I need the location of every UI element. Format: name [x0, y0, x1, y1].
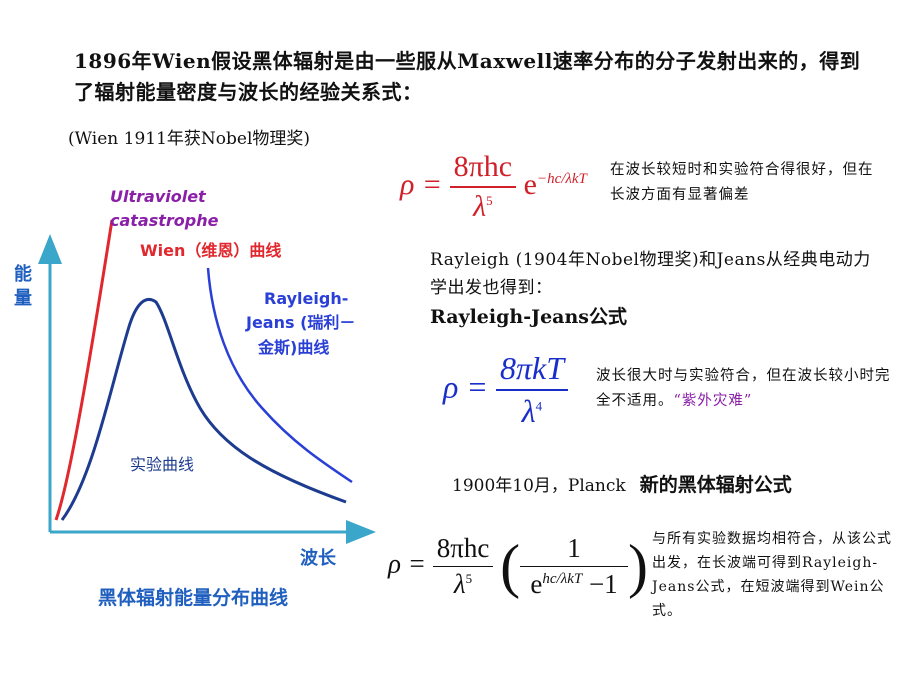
wien-formula: ρ = 8πhc λ5 e−hc/λkT — [400, 150, 587, 224]
rj-curve-label-1: Rayleigh- — [264, 289, 348, 308]
blackbody-chart: Ultraviolet catastrophe Wien（维恩）曲线 Rayle… — [14, 187, 376, 609]
wien-formula-exponent: −hc/λkT — [536, 170, 587, 187]
planck-formula-denominator: λ — [453, 569, 466, 599]
wien-formula-den-exp: 5 — [486, 193, 493, 208]
page-title: 1896年Wien假设黑体辐射是由一些服从Maxwell速率分布的分子发射出来的… — [74, 49, 861, 104]
planck-intro-text: 1900年10月，Planck — [452, 476, 626, 496]
rayleigh-jeans-curve — [206, 267, 353, 484]
rayleigh-jeans-formula-label: Rayleigh-Jeans公式 — [430, 306, 627, 328]
uv-catastrophe-highlight: “紫外灾难” — [673, 393, 753, 409]
experimental-curve-label: 实验曲线 — [130, 455, 194, 474]
wien-curve — [54, 219, 114, 521]
rj-curve-label-3: 金斯)曲线 — [257, 338, 329, 357]
experimental-curve — [60, 298, 347, 521]
rj-curve-label-2: Jeans (瑞利－ — [245, 313, 355, 332]
planck-intro: 1900年10月，Planck 新的黑体辐射公式 — [452, 470, 792, 497]
planck-formula-numerator: 8πhc — [436, 533, 490, 563]
planck-formula-lhs: ρ = — [388, 548, 426, 579]
uv-label-2: catastrophe — [110, 211, 219, 230]
uv-label-1: Ultraviolet — [110, 187, 207, 206]
wien-formula-fraction: 8πhc λ5 — [449, 150, 517, 224]
planck-formula-exponent: hc/λkT — [542, 571, 583, 587]
planck-intro-bold: 新的黑体辐射公式 — [639, 474, 792, 496]
planck-formula-note: 与所有实验数据均相符合，从该公式出发，在长波端可得到Rayleigh-Jeans… — [652, 531, 892, 619]
rj-formula-fraction: 8πkT λ4 — [495, 350, 568, 430]
planck-formula-inner-fraction: 1 ehc/λkT −1 — [520, 533, 629, 600]
wien-formula-numerator: 8πhc — [453, 150, 513, 183]
wien-formula-note: 在波长较短时和实验符合得很好，但在长波方面有显著偏差 — [610, 162, 874, 203]
rj-formula-den-exp: 4 — [535, 398, 543, 414]
y-axis-label-char-2: 量 — [14, 287, 32, 309]
nobel-note: (Wien 1911年获Nobel物理奖) — [68, 129, 311, 149]
rj-formula-numerator: 8πkT — [499, 350, 564, 386]
planck-formula: ρ = 8πhc λ5 ( 1 ehc/λkT −1 ) — [388, 533, 649, 600]
planck-formula-den-exp: 5 — [465, 571, 473, 586]
planck-formula-exp-base: e — [530, 569, 543, 599]
wien-formula-exp-base: e — [523, 167, 537, 201]
planck-formula-minus-one: −1 — [588, 569, 618, 599]
rj-formula: ρ = 8πkT λ4 — [443, 350, 568, 430]
rj-formula-denominator: λ — [521, 393, 536, 429]
y-axis-label-char-1: 能 — [14, 263, 32, 285]
planck-formula-fraction: 8πhc λ5 — [432, 533, 494, 600]
rj-formula-lhs: ρ = — [443, 368, 488, 405]
rj-formula-note: 波长很大时与实验符合，但在波长较小时完全不适用。“紫外灾难” — [596, 364, 896, 414]
rj-note-text: 波长很大时与实验符合，但在波长较小时完全不适用。 — [596, 368, 891, 409]
wien-formula-lhs: ρ = — [400, 167, 443, 201]
chart-caption: 黑体辐射能量分布曲线 — [98, 586, 288, 609]
x-axis-label: 波长 — [300, 547, 337, 569]
planck-formula-inner-num: 1 — [567, 533, 581, 563]
rayleigh-jeans-intro: Rayleigh (1904年Nobel物理奖)和Jeans从经典电动力学出发也… — [430, 250, 871, 298]
wien-curve-label: Wien（维恩）曲线 — [140, 241, 281, 260]
wien-formula-denominator: λ — [473, 190, 487, 223]
